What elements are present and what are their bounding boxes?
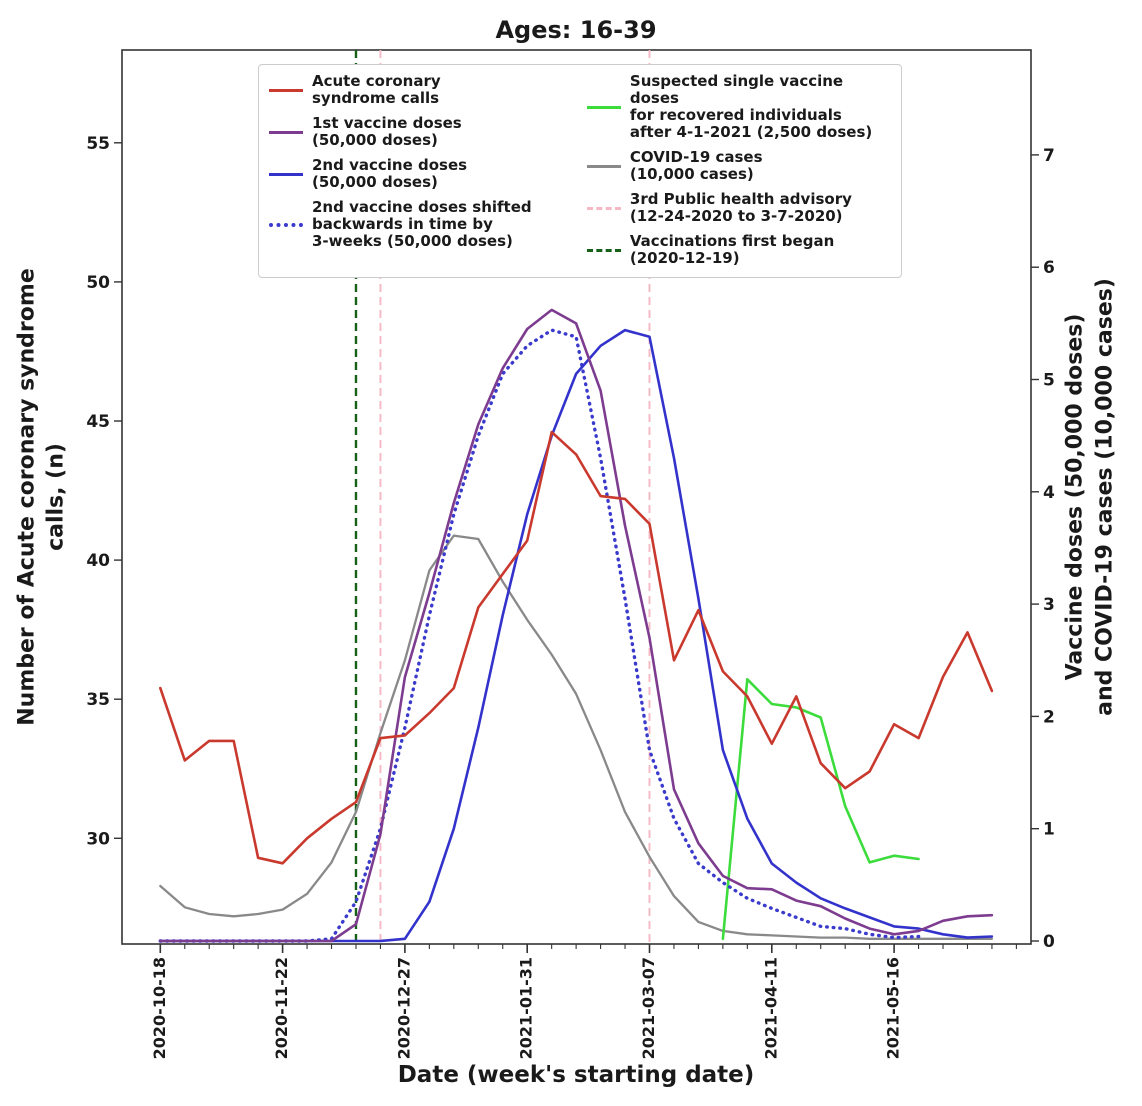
- x-tick-label: 2020-11-22: [272, 957, 291, 1059]
- legend-label: Acute coronary syndrome calls: [312, 72, 441, 107]
- legend-label: 2nd vaccine doses (50,000 doses): [312, 156, 468, 191]
- y-left-tick-label: 40: [86, 551, 110, 571]
- y-right-tick-label: 4: [1043, 483, 1055, 503]
- y-left-tick-label: 45: [86, 412, 110, 432]
- y-right-tick-label: 6: [1043, 258, 1055, 278]
- legend-label: Vaccinations first began (2020-12-19): [629, 232, 835, 267]
- legend-label: COVID-19 cases (10,000 cases): [629, 148, 763, 183]
- legend-label: 1st vaccine doses (50,000 doses): [312, 114, 462, 149]
- x-tick-label: 2021-03-07: [639, 957, 658, 1059]
- y-right-tick-label: 0: [1043, 932, 1055, 952]
- legend-item: 3rd Public health advisory (12-24-2020 t…: [586, 190, 889, 225]
- x-tick-label: 2020-10-18: [150, 957, 169, 1059]
- series-left-line: [159, 430, 994, 865]
- legend-column: Acute coronary syndrome calls 1st vaccine…: [269, 73, 561, 275]
- x-tick-label: 2020-12-27: [394, 957, 413, 1059]
- legend-column: Suspected single vaccine doses for recov…: [586, 72, 889, 275]
- y-left-tick-label: 50: [86, 273, 110, 293]
- y-right-tick-label: 5: [1043, 371, 1055, 391]
- legend-item: COVID-19 cases (10,000 cases): [586, 148, 889, 183]
- legend-item: Suspected single vaccine doses for recov…: [586, 72, 889, 141]
- legend-line-sample-icon: [269, 88, 303, 92]
- x-tick-label: 2021-04-11: [761, 957, 780, 1059]
- legend-item: Acute coronary syndrome calls: [269, 73, 561, 107]
- y-left-tick-label: 30: [86, 829, 110, 849]
- chart-title: Ages: 16-39: [495, 16, 657, 44]
- legend-label: 2nd vaccine doses shifted backwards in t…: [312, 198, 532, 250]
- y-left-tick-label: 35: [86, 690, 110, 710]
- y-axis-right-label: Vaccine doses (50,000 doses) and COVID-1…: [1062, 278, 1117, 716]
- x-tick-label: 2021-01-31: [517, 957, 536, 1059]
- y-right-tick-label: 7: [1043, 146, 1055, 166]
- legend-item: 2nd vaccine doses (50,000 doses): [269, 157, 561, 191]
- legend-line-sample-icon: [586, 206, 621, 210]
- series-right-line: [159, 308, 994, 943]
- legend-label: Suspected single vaccine doses for recov…: [629, 72, 873, 141]
- series-right-line: [159, 534, 994, 940]
- series-right-line: [159, 328, 994, 943]
- legend-line-sample-icon: [586, 164, 621, 168]
- y-left-tick-label: 55: [86, 134, 110, 154]
- series-right-line: [721, 678, 920, 941]
- x-tick-label: 2021-05-16: [884, 957, 903, 1059]
- legend-line-sample-icon: [586, 105, 621, 109]
- legend-line-sample-icon: [586, 248, 621, 252]
- legend-item: 1st vaccine doses (50,000 doses): [269, 115, 561, 149]
- x-axis-label: Date (week's starting date): [397, 1062, 755, 1088]
- legend-line-sample-icon: [269, 222, 303, 227]
- legend: Acute coronary syndrome calls 1st vaccine…: [258, 64, 902, 278]
- legend-line-sample-icon: [269, 130, 303, 134]
- legend-item: Vaccinations first began (2020-12-19): [586, 232, 889, 267]
- y-right-tick-label: 1: [1043, 820, 1055, 840]
- legend-line-sample-icon: [269, 172, 303, 176]
- y-right-tick-label: 3: [1043, 595, 1055, 615]
- y-right-tick-label: 2: [1043, 707, 1055, 727]
- y-axis-left-label: Number of Acute coronary syndrome calls,…: [14, 268, 68, 726]
- legend-label: 3rd Public health advisory (12-24-2020 t…: [629, 190, 852, 225]
- legend-item: 2nd vaccine doses shifted backwards in t…: [269, 199, 561, 250]
